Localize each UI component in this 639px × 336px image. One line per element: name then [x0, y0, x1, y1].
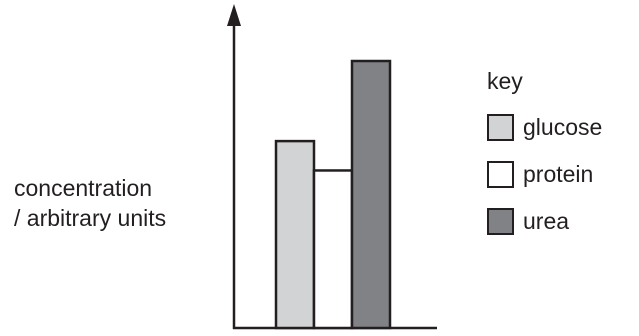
bar-protein	[312, 169, 354, 330]
legend-swatch-glucose	[487, 113, 514, 141]
legend-swatch-protein	[487, 160, 514, 188]
bar-glucose	[274, 139, 316, 330]
legend-item-urea: urea	[487, 203, 602, 239]
bars-group	[274, 59, 392, 330]
legend-label-protein: protein	[523, 160, 594, 187]
bar-urea	[350, 59, 392, 330]
legend-item-protein: protein	[487, 156, 602, 192]
legend-label-urea: urea	[523, 207, 570, 234]
y-axis-label-line-1: concentration	[14, 175, 153, 201]
legend-label-glucose: glucose	[523, 113, 603, 140]
y-axis-label-line-2: / arbitrary units	[14, 205, 167, 231]
y-axis-label: concentration / arbitrary units	[14, 173, 166, 233]
legend-item-glucose: glucose	[487, 109, 602, 145]
legend: key glucose protein urea	[487, 67, 602, 250]
y-axis-arrowhead	[227, 4, 241, 26]
legend-swatch-urea	[487, 207, 514, 235]
legend-title: key	[487, 68, 523, 94]
